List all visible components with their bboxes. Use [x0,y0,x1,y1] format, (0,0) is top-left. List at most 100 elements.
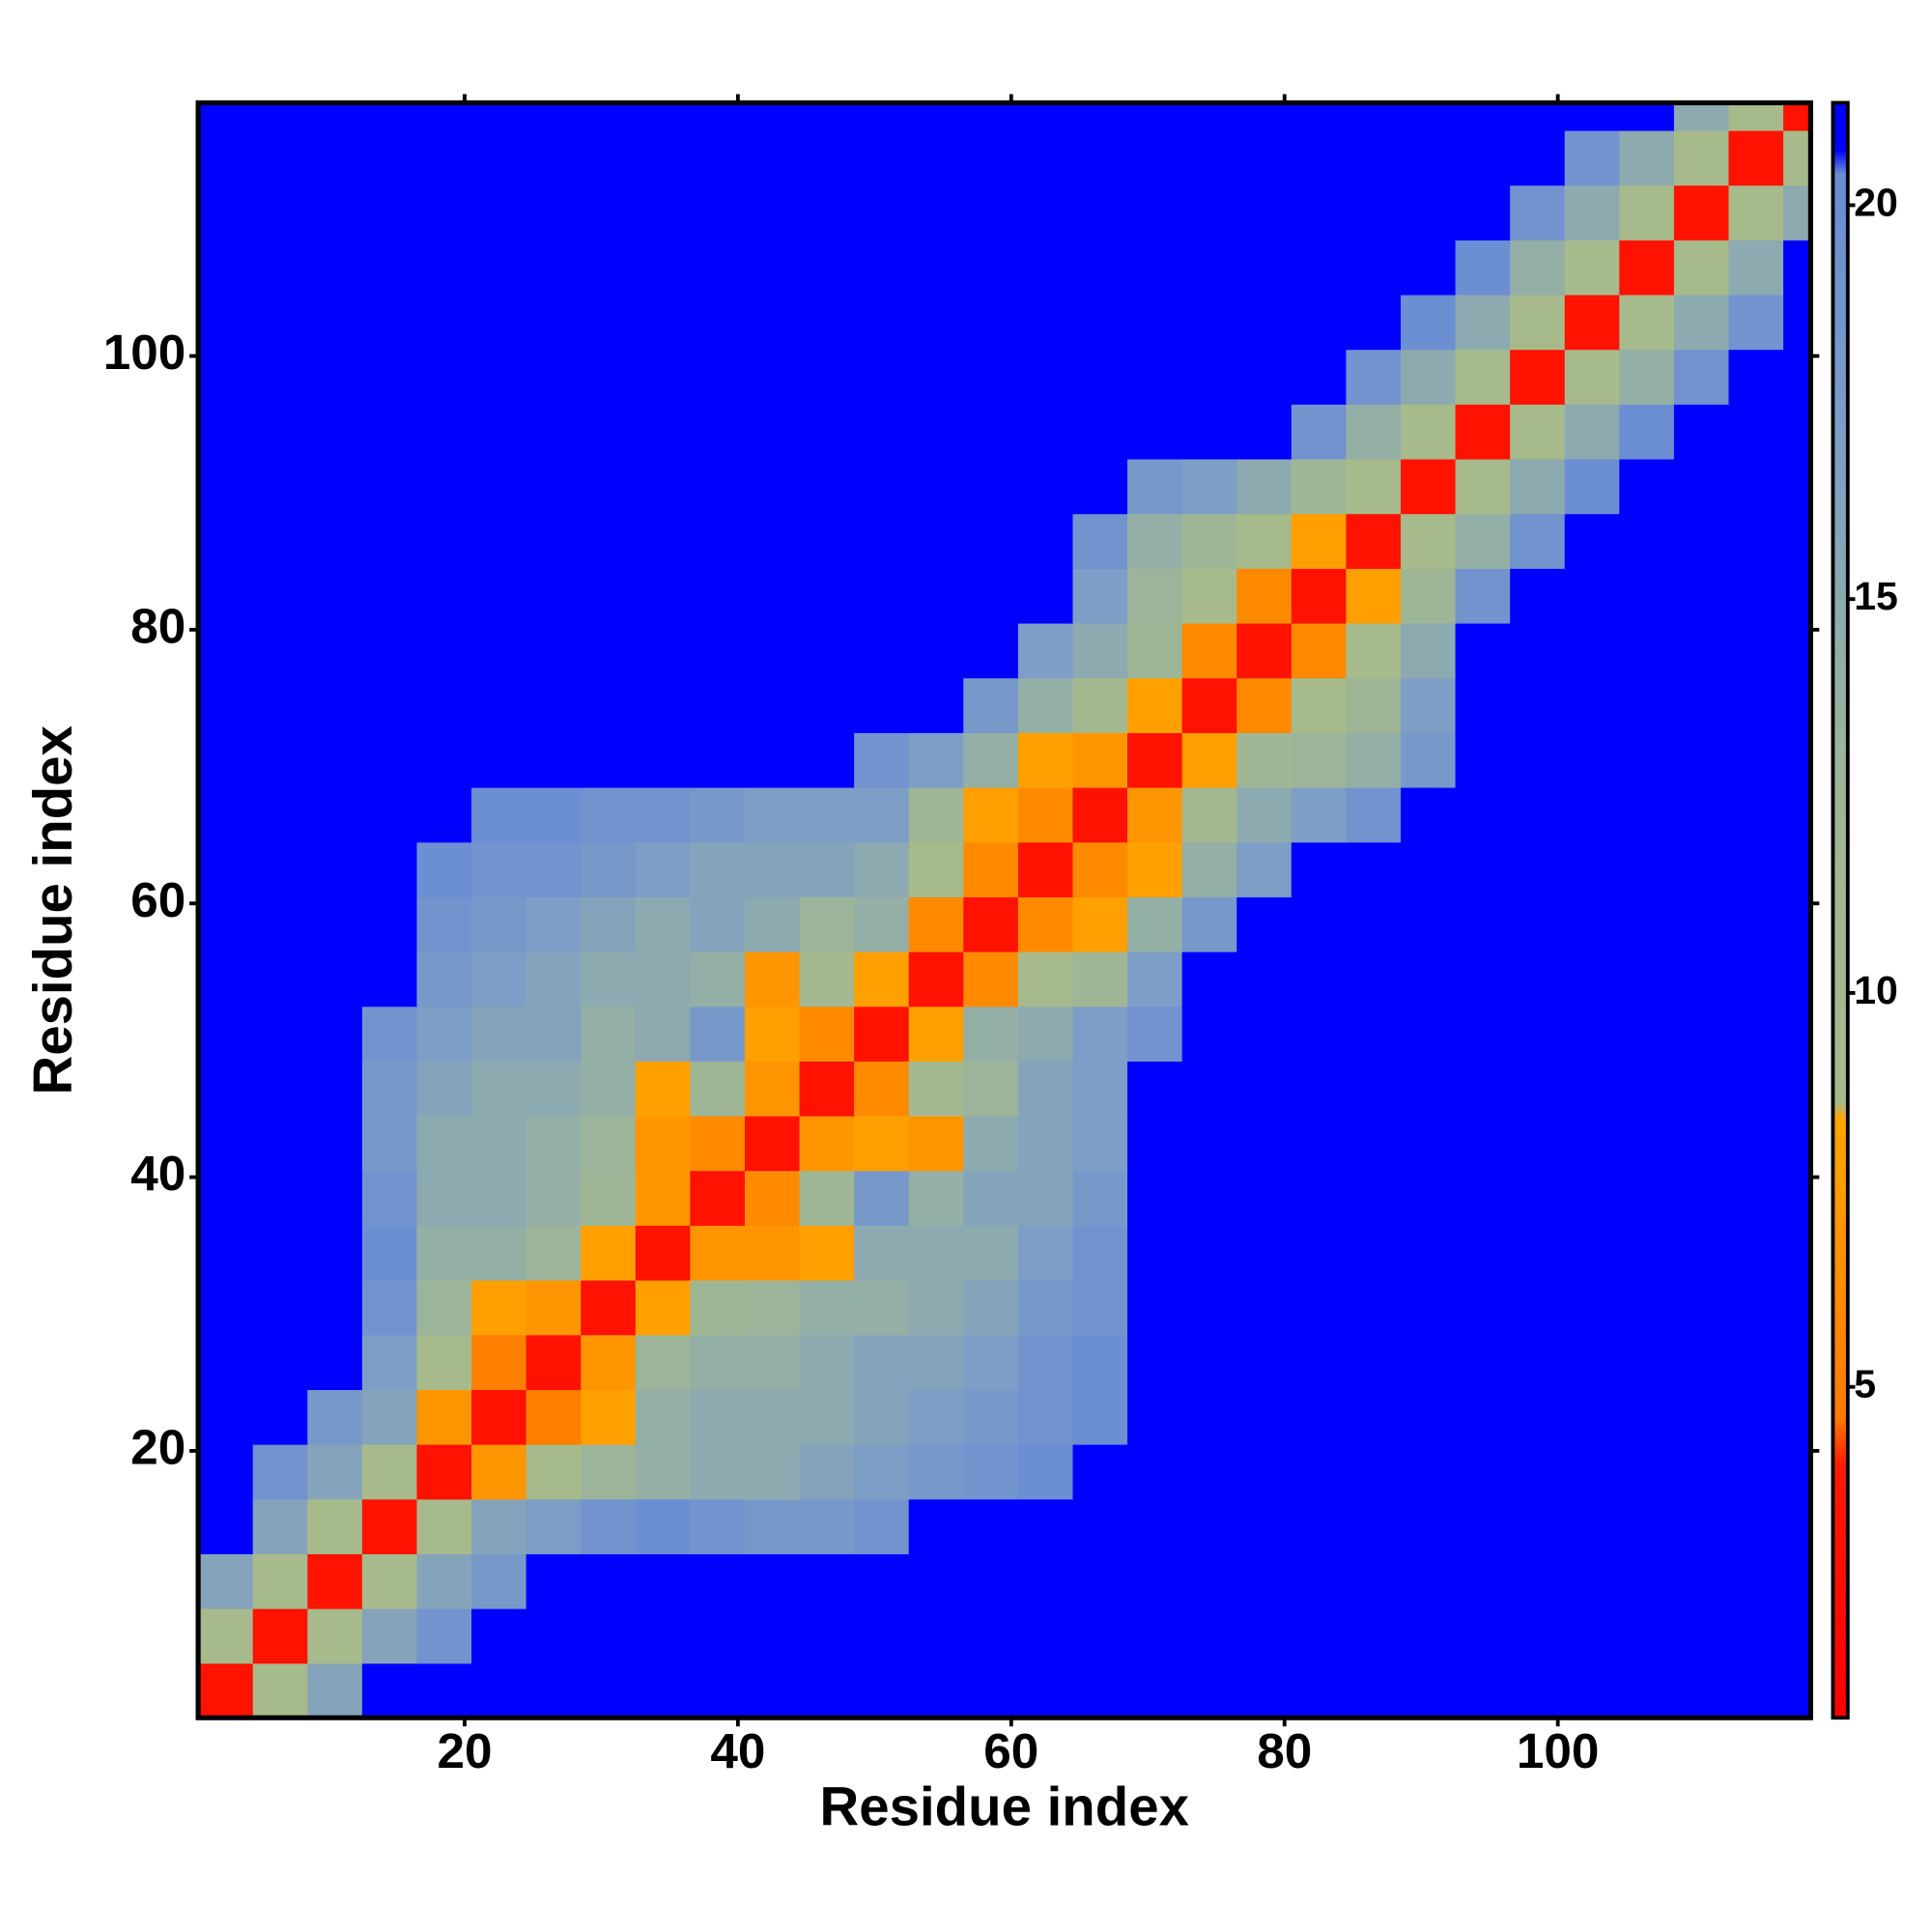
heatmap-cell [307,1006,363,1062]
heatmap-cell [799,1553,855,1609]
heatmap-cell [581,458,637,515]
heatmap-cell [1455,1279,1511,1336]
heatmap-cell [1181,622,1237,679]
heatmap-cell [908,185,965,241]
heatmap-cell [799,349,855,405]
heatmap-cell [1291,951,1348,1008]
heatmap-cell [471,240,527,296]
heatmap-cell [908,622,965,679]
heatmap-cell [1673,458,1730,515]
heatmap-cell [471,732,527,788]
heatmap-cell [1291,102,1348,131]
heatmap-cell [1346,294,1402,351]
heatmap-cell [1181,1553,1237,1609]
heatmap-cell [1017,513,1074,569]
heatmap-cell [963,732,1019,788]
heatmap-cell [1127,1061,1183,1117]
heatmap-cell [1400,786,1457,843]
heatmap-cell [690,349,746,405]
heatmap-cell [416,1170,472,1226]
heatmap-cell [471,1170,527,1226]
heatmap-cell [799,1225,855,1281]
heatmap-cell [1181,102,1237,131]
heatmap-cell [252,1607,309,1664]
heatmap-cell [416,102,472,131]
heatmap-cell [854,841,910,897]
heatmap-cell [1564,240,1621,296]
heatmap-cell [361,1443,418,1500]
heatmap-cell [526,1006,582,1062]
heatmap-cell [1783,677,1812,733]
heatmap-cell [635,841,692,897]
heatmap-cell [198,1334,254,1390]
heatmap-cell [252,129,309,186]
heatmap-cell [416,1279,472,1336]
heatmap-cell [416,1334,472,1390]
heatmap-cell [1455,1170,1511,1226]
heatmap-cell [307,1170,363,1226]
heatmap-cell [307,1334,363,1390]
heatmap-cell [1673,1662,1730,1719]
heatmap-cell [307,458,363,515]
heatmap-cell [1400,1006,1457,1062]
heatmap-cell [1400,1662,1457,1719]
heatmap-cell [1346,841,1402,897]
heatmap-cell [1181,1389,1237,1445]
heatmap-cell [690,1498,746,1554]
heatmap-cell [744,786,801,843]
heatmap-cell [635,732,692,788]
heatmap-cell [744,568,801,624]
heatmap-cell [744,1006,801,1062]
heatmap-cell [744,185,801,241]
heatmap-cell [252,185,309,241]
heatmap-cell [1017,1061,1074,1117]
heatmap-cell [1072,1443,1128,1500]
heatmap-cell [963,786,1019,843]
y-tick-label: 60 [130,872,185,927]
heatmap-cell [307,1662,363,1719]
heatmap-cell [744,841,801,897]
heatmap-cell [581,1607,637,1664]
heatmap-cell [1291,1334,1348,1390]
heatmap-cell [690,732,746,788]
heatmap-cell [1510,951,1566,1008]
heatmap-cell [963,568,1019,624]
heatmap-cell [1017,841,1074,897]
heatmap-cell [799,841,855,897]
heatmap-cell [854,1607,910,1664]
heatmap-cell [744,896,801,952]
heatmap-cell [1072,1115,1128,1172]
heatmap-cell [198,102,254,131]
heatmap-cell [854,458,910,515]
heatmap-cell [635,349,692,405]
heatmap-cell [1455,1662,1511,1719]
heatmap-cell [1291,622,1348,679]
heatmap-cell [1127,1334,1183,1390]
heatmap-cell [963,951,1019,1008]
heatmap-cell [1017,1115,1074,1172]
heatmap-cell [471,841,527,897]
heatmap-cell [361,1061,418,1117]
heatmap-cell [1564,732,1621,788]
heatmap-cell [1181,841,1237,897]
heatmap-cell [361,841,418,897]
heatmap-cell [1673,622,1730,679]
heatmap-cell [1127,1225,1183,1281]
heatmap-cell [1783,1115,1812,1172]
heatmap-cell [908,404,965,460]
heatmap-cell [252,349,309,405]
heatmap-cell [1127,677,1183,733]
heatmap-cell [307,349,363,405]
heatmap-cell [1619,294,1675,351]
heatmap-cell [1564,1553,1621,1609]
heatmap-cell [744,404,801,460]
heatmap-cell [1783,129,1812,186]
heatmap-cell [416,1115,472,1172]
heatmap-cell [908,1279,965,1336]
heatmap-cell [1728,102,1784,131]
heatmap-cell [1619,513,1675,569]
heatmap-cell [1400,1498,1457,1554]
heatmap-cell [1510,240,1566,296]
heatmap-cell [1236,1279,1293,1336]
heatmap-cell [581,1389,637,1445]
